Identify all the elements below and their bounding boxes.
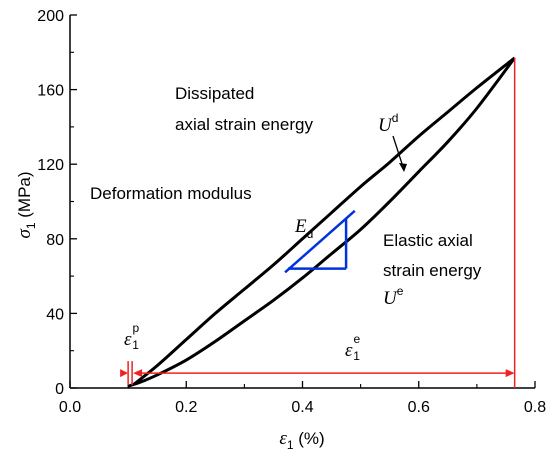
y-axis-ticks: 0 40 80 120 160 200 — [37, 8, 77, 398]
series-layer — [127, 56, 516, 388]
annotation-elastic-line1: Elastic axial — [383, 231, 473, 250]
annotation-dissipated-line1: Dissipated — [175, 84, 254, 103]
annotation-eps-p: εp 1 — [124, 321, 140, 352]
annotation-dissipated-line2: axial strain energy — [175, 115, 313, 134]
x-axis-ticks: 0.0 0.2 0.4 0.6 0.8 — [59, 381, 546, 416]
annotation-deformation-modulus: Deformation modulus — [90, 184, 252, 203]
x-tick-label: 0.8 — [524, 399, 546, 416]
eps-p-arrow-head — [120, 369, 129, 378]
modulus-slope-line — [284, 209, 356, 274]
annotation-elastic-line2: strain energy — [383, 261, 482, 280]
y-tick-label: 80 — [46, 232, 64, 249]
x-tick-label: 0.4 — [291, 399, 313, 416]
strain-arrows — [120, 361, 515, 386]
loading-curve — [132, 56, 516, 386]
y-axis-title: σ1 (MPa) — [14, 171, 38, 238]
y-tick-label: 0 — [55, 381, 64, 398]
y-tick-label: 40 — [46, 306, 64, 323]
annotation-eps-e: εe 1 — [345, 332, 361, 363]
x-tick-label: 0.0 — [59, 399, 81, 416]
x-axis-title: ε1 (%) — [279, 428, 324, 452]
annotation-ud: Ud — [378, 111, 398, 136]
y-tick-label: 160 — [37, 83, 64, 100]
x-tick-label: 0.2 — [175, 399, 197, 416]
annotation-ue: Ue — [383, 284, 404, 309]
annotation-ed: Ed — [294, 216, 313, 241]
y-tick-label: 200 — [37, 8, 64, 25]
x-tick-label: 0.6 — [408, 399, 430, 416]
ud-pointer-head — [399, 163, 407, 172]
eps-e-arrow-head-left — [133, 369, 143, 378]
eps-e-arrow-head-right — [505, 369, 515, 378]
y-tick-label: 120 — [37, 157, 64, 174]
modulus-triangle — [284, 209, 356, 274]
unloading-curve — [127, 56, 516, 388]
